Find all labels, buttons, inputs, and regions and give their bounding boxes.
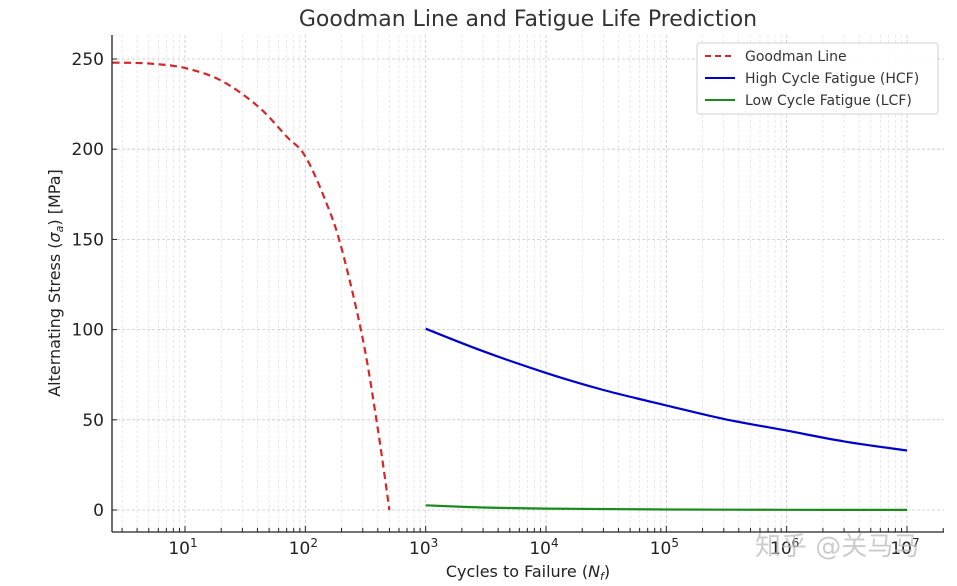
x-tick-label: 101	[168, 536, 197, 559]
y-axis-label: Alternating Stress (σa) [MPa]	[45, 169, 66, 397]
lcf-curve	[425, 504, 908, 511]
legend-label: High Cycle Fatigue (HCF)	[745, 71, 919, 87]
legend-item-lcf: Low Cycle Fatigue (LCF)	[705, 93, 912, 109]
grid-lines	[112, 35, 944, 532]
x-tick-label: 102	[289, 536, 318, 559]
x-tick-label: 106	[770, 536, 799, 559]
legend-box	[696, 42, 939, 115]
goodman-line	[112, 61, 391, 511]
y-axis-ticks: 0 50 100 150 200 250	[72, 50, 117, 521]
legend-label: Low Cycle Fatigue (LCF)	[745, 93, 912, 109]
y-tick-label: 50	[82, 411, 104, 431]
y-tick-label: 200	[72, 140, 104, 160]
y-tick-label: 250	[72, 50, 104, 70]
hcf-curve	[425, 327, 908, 452]
data-series	[112, 61, 908, 511]
x-tick-label: 103	[409, 536, 438, 559]
watermark-text: 知乎 @关马马	[755, 532, 919, 562]
y-tick-label: 150	[72, 230, 104, 250]
y-tick-label: 100	[72, 321, 104, 341]
x-axis-ticks: 101 102 103 104 105 106 107	[121, 526, 944, 559]
x-tick-label: 107	[890, 536, 919, 559]
legend-label: Goodman Line	[745, 49, 847, 65]
legend-item-goodman: Goodman Line	[705, 49, 847, 65]
x-tick-label: 105	[650, 536, 679, 559]
x-tick-label: 104	[529, 536, 558, 559]
axes	[111, 35, 944, 533]
chart-title: Goodman Line and Fatigue Life Prediction	[299, 7, 757, 32]
legend: Goodman Line High Cycle Fatigue (HCF) Lo…	[696, 42, 939, 115]
x-axis-label: Cycles to Failure (Nf)	[446, 562, 610, 583]
legend-item-hcf: High Cycle Fatigue (HCF)	[705, 71, 919, 87]
y-tick-label: 0	[93, 501, 104, 521]
